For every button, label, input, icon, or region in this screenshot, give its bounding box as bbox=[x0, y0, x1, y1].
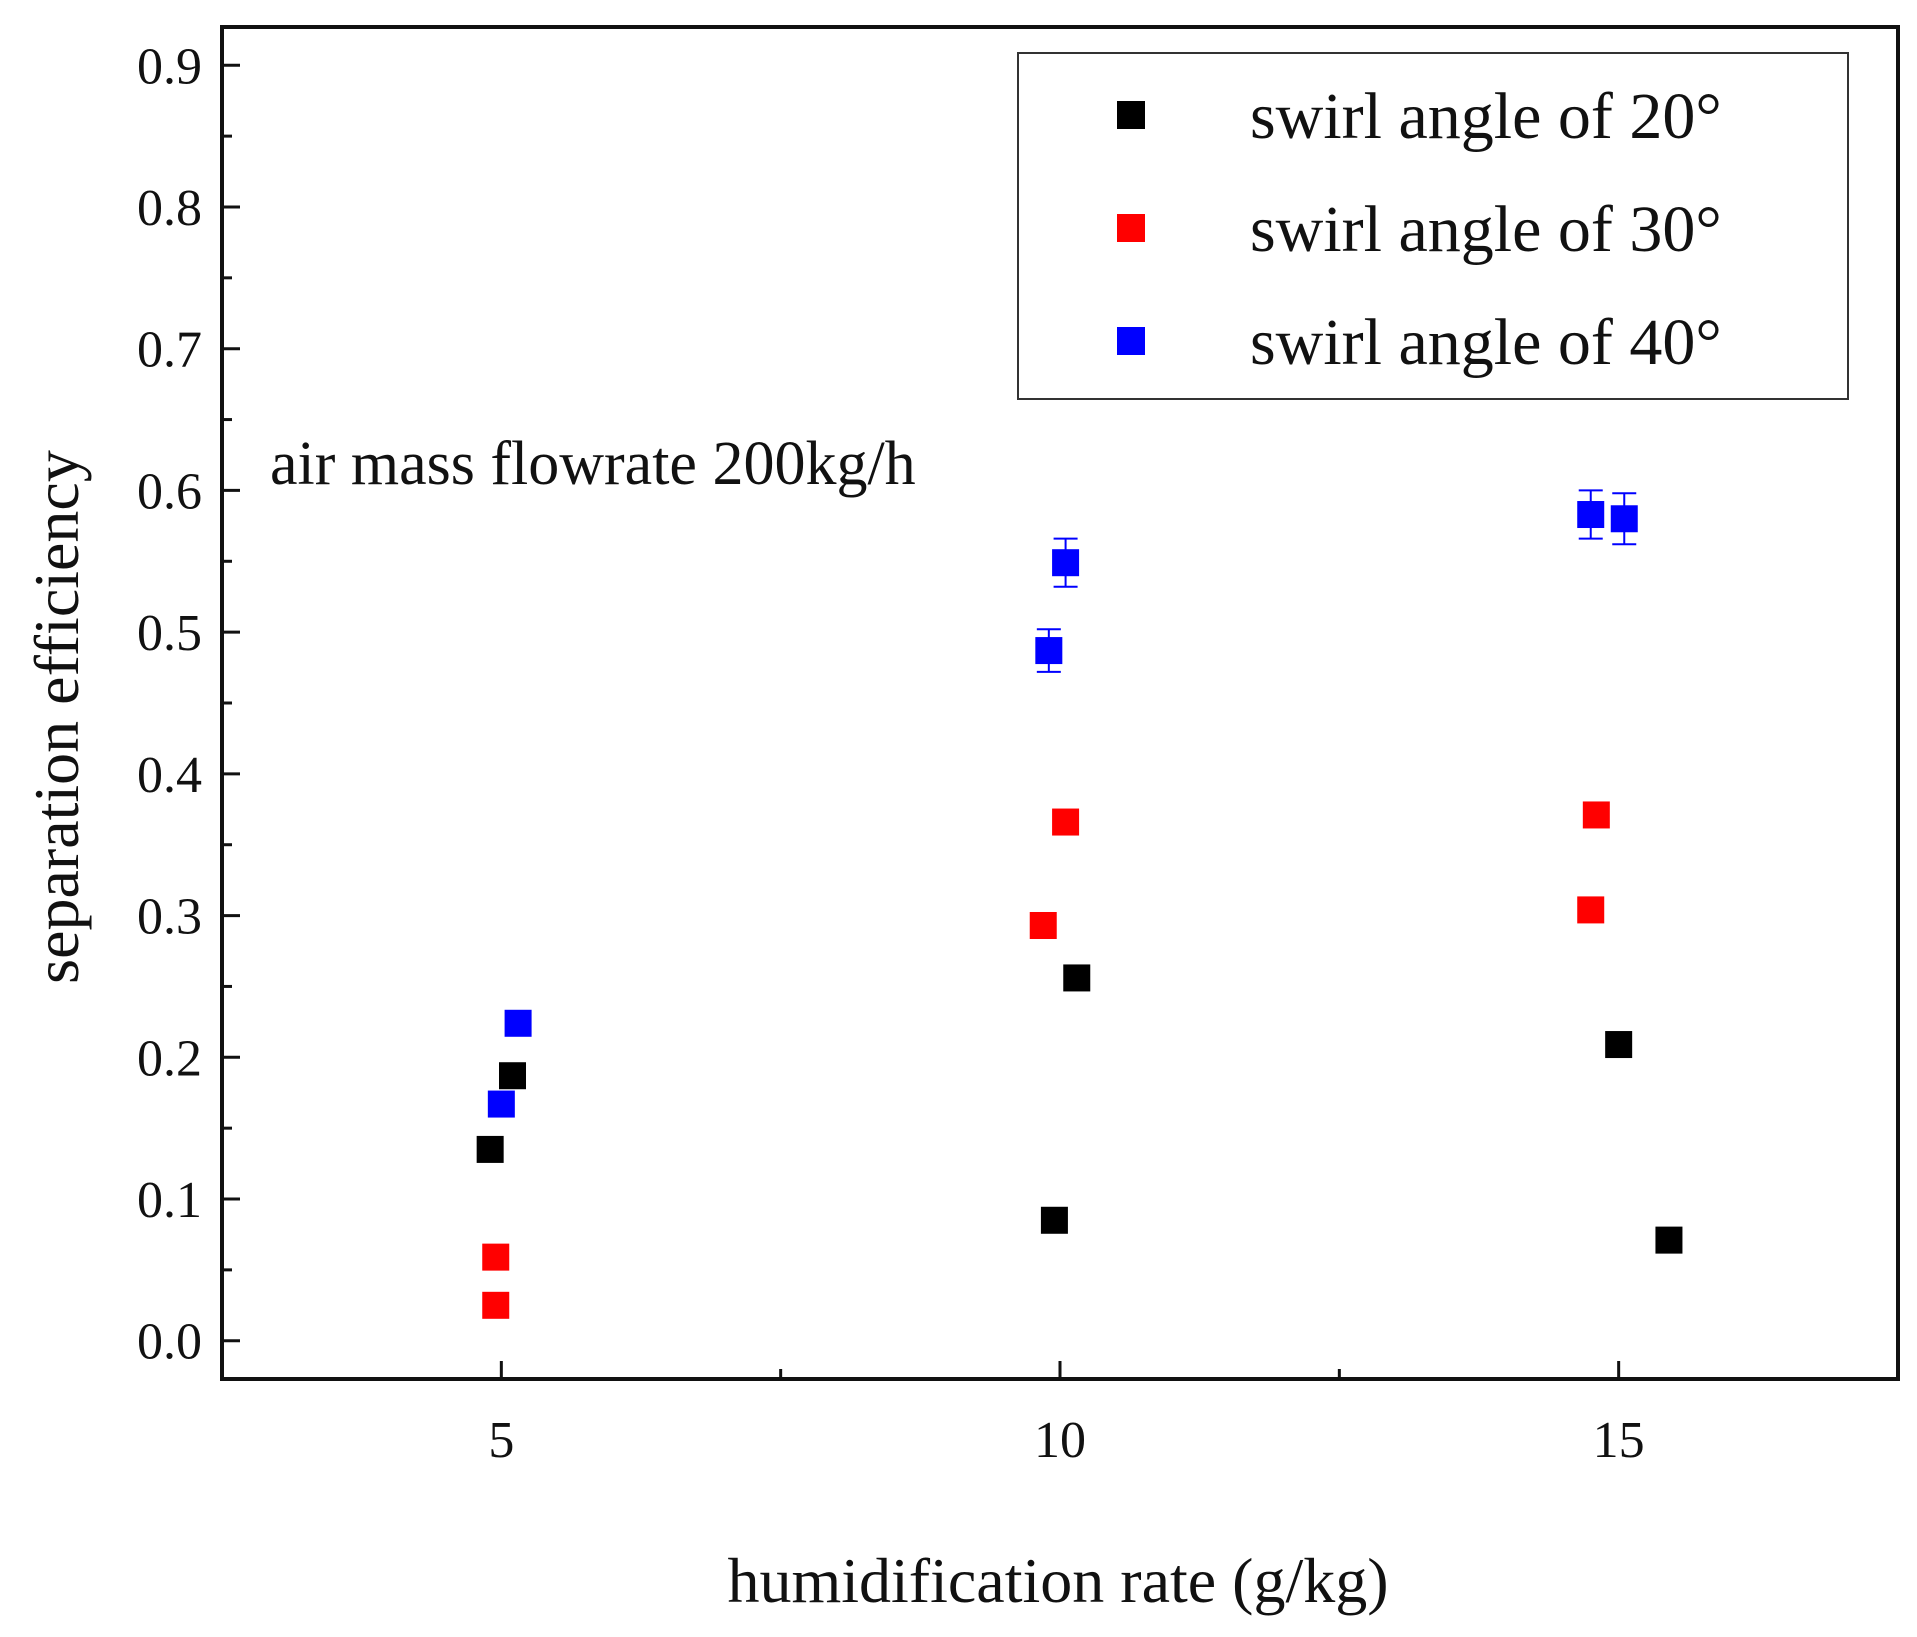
x-tick-label: 15 bbox=[1593, 1412, 1645, 1469]
data-point bbox=[487, 1090, 515, 1118]
ticks-layer: 0.0 0.1 0.2 0.3 0.4 0.5 0.6 0.7 0.8 0.9 5 10 15 bbox=[137, 38, 1645, 1469]
legend-items: swirl angle of 20° swirl angle of 30° swir… bbox=[1117, 80, 1722, 379]
data-point bbox=[1035, 637, 1063, 665]
x-tick-label: 10 bbox=[1034, 1412, 1086, 1469]
y-tick-label: 0.8 bbox=[137, 180, 202, 237]
data-point bbox=[1040, 1206, 1068, 1234]
legend-frame bbox=[1017, 52, 1849, 400]
y-tick-label: 0.4 bbox=[137, 747, 202, 804]
data-point bbox=[476, 1135, 504, 1163]
legend-marker bbox=[1117, 327, 1145, 355]
y-tick-label: 0.9 bbox=[137, 38, 202, 95]
legend: swirl angle of 20° swirl angle of 30° swir… bbox=[1017, 52, 1849, 400]
x-axis-title: humidification rate (g/kg) bbox=[727, 1545, 1388, 1616]
data-point bbox=[499, 1062, 527, 1090]
legend-label: swirl angle of 30° bbox=[1250, 193, 1722, 266]
data-point bbox=[1610, 505, 1638, 533]
y-tick-label: 0.0 bbox=[137, 1314, 202, 1371]
data-point bbox=[1063, 964, 1091, 992]
legend-label: swirl angle of 40° bbox=[1250, 306, 1722, 379]
y-tick-label: 0.3 bbox=[137, 889, 202, 946]
y-tick-label: 0.7 bbox=[137, 322, 202, 379]
data-point bbox=[482, 1243, 510, 1271]
legend-marker bbox=[1117, 101, 1145, 129]
data-point bbox=[1582, 801, 1610, 829]
points-layer bbox=[476, 501, 1683, 1319]
legend-label: swirl angle of 20° bbox=[1250, 80, 1722, 153]
data-point bbox=[1029, 911, 1057, 939]
data-point bbox=[1577, 501, 1605, 529]
y-tick-label: 0.2 bbox=[137, 1030, 202, 1087]
data-point bbox=[482, 1291, 510, 1319]
y-tick-label: 0.6 bbox=[137, 463, 202, 520]
x-tick-label: 5 bbox=[488, 1412, 514, 1469]
data-point bbox=[1577, 896, 1605, 924]
y-tick-label: 0.1 bbox=[137, 1172, 202, 1229]
y-axis-title: separation efficiency bbox=[21, 450, 92, 984]
legend-marker bbox=[1117, 214, 1145, 242]
data-point bbox=[1052, 549, 1080, 577]
data-point bbox=[504, 1009, 532, 1037]
data-point bbox=[1655, 1226, 1683, 1254]
data-point bbox=[1052, 808, 1080, 836]
data-point bbox=[1605, 1031, 1633, 1059]
y-tick-label: 0.5 bbox=[137, 605, 202, 662]
annotation-text: air mass flowrate 200kg/h bbox=[270, 430, 916, 498]
